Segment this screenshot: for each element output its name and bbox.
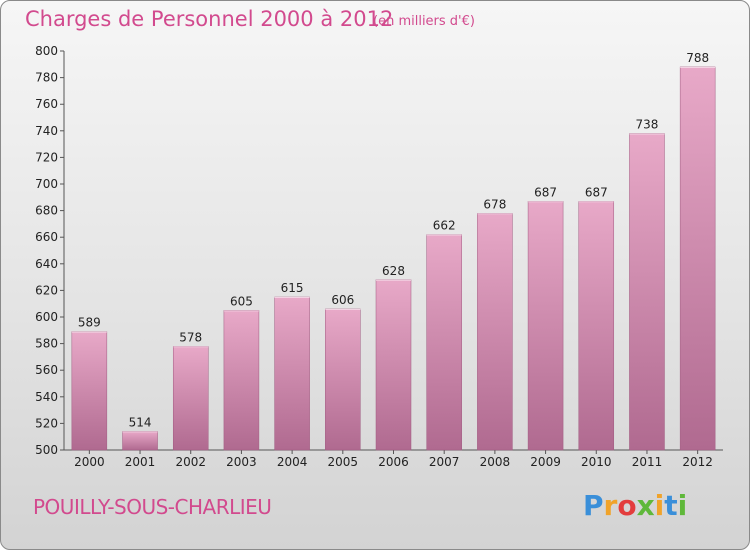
bar-value-label: 662: [433, 219, 456, 233]
y-tick-label: 660: [35, 230, 58, 244]
bar-value-label: 578: [179, 330, 202, 344]
bar: [325, 308, 361, 451]
x-tick-label: 2000: [74, 455, 105, 469]
bar: [122, 431, 158, 451]
bar: [477, 213, 513, 451]
y-tick-label: 640: [35, 257, 58, 271]
y-tick-label: 620: [35, 283, 58, 297]
y-tick-label: 760: [35, 97, 58, 111]
bar: [71, 331, 108, 451]
bar-value-label: 605: [230, 294, 253, 308]
y-tick-label: 700: [35, 177, 58, 191]
bar-value-label: 738: [636, 117, 659, 131]
x-tick-label: 2011: [632, 455, 663, 469]
bar: [223, 310, 260, 451]
y-tick-label: 560: [35, 363, 58, 377]
x-tick-label: 2004: [277, 455, 308, 469]
bar-value-label: 687: [585, 185, 608, 199]
bar: [679, 66, 716, 451]
chart-title: Charges de Personnel 2000 à 2012: [25, 7, 394, 31]
x-tick-label: 2007: [429, 455, 460, 469]
bar: [527, 201, 564, 451]
bar-value-label: 606: [331, 293, 354, 307]
y-tick-label: 580: [35, 337, 58, 351]
bar-value-label: 628: [382, 264, 405, 278]
y-tick-label: 520: [35, 416, 58, 430]
y-tick-label: 680: [35, 204, 58, 218]
x-tick-label: 2010: [581, 455, 612, 469]
y-tick-label: 600: [35, 310, 58, 324]
x-tick-label: 2009: [530, 455, 561, 469]
y-tick-label: 500: [35, 443, 58, 457]
y-tick-label: 740: [35, 124, 58, 138]
bar: [629, 133, 665, 451]
bar: [274, 296, 310, 451]
bar-value-label: 678: [483, 197, 506, 211]
x-tick-label: 2001: [125, 455, 156, 469]
bar-value-label: 514: [129, 415, 152, 429]
bar-value-label: 687: [534, 185, 557, 199]
x-tick-label: 2008: [480, 455, 511, 469]
y-tick-label: 800: [35, 44, 58, 58]
x-tick-label: 2005: [328, 455, 359, 469]
x-tick-label: 2003: [226, 455, 257, 469]
y-tick-label: 720: [35, 150, 58, 164]
place-name: POUILLY-SOUS-CHARLIEU: [33, 495, 272, 519]
y-tick-label: 780: [35, 71, 58, 85]
bar-value-label: 589: [78, 316, 101, 330]
x-tick-label: 2012: [682, 455, 713, 469]
bar-value-label: 788: [686, 51, 709, 65]
y-tick-label: 540: [35, 390, 58, 404]
bar: [426, 234, 462, 451]
x-tick-label: 2006: [378, 455, 409, 469]
chart-subtitle: (en milliers d'€): [373, 14, 475, 29]
bar-value-label: 615: [281, 281, 304, 295]
proxiti-logo[interactable]: Proxiti: [583, 489, 688, 522]
bar: [172, 346, 209, 451]
bar: [578, 201, 615, 451]
bar: [375, 279, 412, 451]
x-tick-label: 2002: [175, 455, 206, 469]
